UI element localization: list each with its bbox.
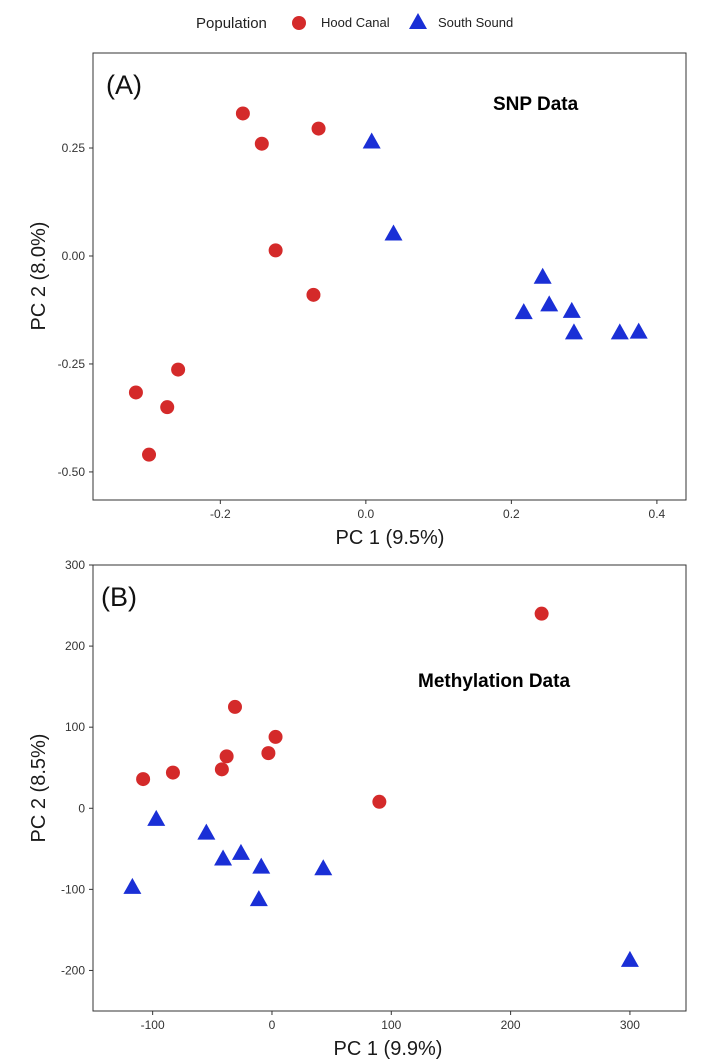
panel-b-point-south-sound [147,809,166,826]
panel-a-point-hood-canal [171,362,186,377]
panel-b-point-hood-canal [268,729,283,744]
panel-b-point-south-sound [314,859,333,876]
panel-b-point-south-sound [197,823,216,840]
panel-b-y-tick-label: -100 [61,882,85,896]
panel-b-methylation: (B) Methylation Data PC 1 (9.9%) PC 2 (8… [28,558,687,1060]
legend-label-hood-canal: Hood Canal [321,15,390,30]
panel-a-tag: (A) [106,70,142,100]
panel-b-y-axis-label: PC 2 (8.5%) [28,734,50,843]
panel-b-x-tick-label: 0 [269,1018,276,1032]
panel-a-annotation: SNP Data [493,94,579,115]
panel-a-point-south-sound [533,267,552,284]
panel-b-x-axis-label: PC 1 (9.9%) [334,1038,443,1060]
panel-b-point-hood-canal [261,746,276,761]
panel-b-point-south-sound [620,950,639,967]
panel-a-point-hood-canal [254,136,269,151]
panel-b-ticks: -100 0 100 200 300 -200 -100 0 100 200 300 [61,558,640,1032]
panel-a-snp: (A) SNP Data PC 1 (9.5%) PC 2 (8.0%) -0.… [28,52,687,549]
panel-b-annotation: Methylation Data [418,671,570,692]
panel-b-y-tick-label: 0 [78,801,85,815]
panel-a-point-hood-canal [142,447,157,462]
panel-a-point-south-sound [629,322,648,339]
panel-b-point-hood-canal [136,772,151,787]
panel-a-ticks: -0.2 0.0 0.2 0.4 -0.50 -0.25 0.00 0.25 [58,141,666,521]
panel-a-point-south-sound [540,295,559,312]
panel-a-y-tick-label: 0.00 [62,249,86,263]
panel-a-x-tick-label: 0.0 [358,507,375,521]
panel-b-point-south-sound [123,877,142,894]
panel-b-point-hood-canal [219,749,234,764]
panel-b-x-tick-label: 200 [501,1018,521,1032]
panel-a-y-tick-label: -0.25 [58,357,86,371]
panel-b-y-tick-label: -200 [61,963,85,977]
panel-b-point-hood-canal [165,765,180,780]
panel-b-x-tick-label: 100 [381,1018,401,1032]
panel-b-point-south-sound [231,843,250,860]
panel-a-x-tick-label: -0.2 [210,507,231,521]
panel-a-x-tick-label: 0.2 [503,507,520,521]
panel-b-points [123,606,639,967]
panel-a-point-south-sound [384,224,403,241]
panel-b-point-south-sound [214,849,233,866]
panel-b-point-hood-canal [227,699,242,714]
panel-b-point-south-sound [252,857,271,874]
legend-marker-south-sound [409,13,427,29]
panel-a-point-hood-canal [235,106,250,121]
panel-a-point-south-sound [514,303,533,320]
panel-b-point-hood-canal [534,606,549,621]
panel-b-x-tick-label: 300 [620,1018,640,1032]
legend-label-south-sound: South Sound [438,15,513,30]
panel-a-frame [92,52,687,501]
panel-a-point-south-sound [610,323,629,340]
legend-marker-hood-canal [292,16,306,30]
panel-a-point-hood-canal [268,243,283,258]
panel-a-y-tick-label: -0.50 [58,465,86,479]
panel-a-point-hood-canal [160,400,175,415]
panel-b-point-hood-canal [214,762,229,777]
panel-b-y-tick-label: 200 [65,639,85,653]
legend-title: Population [196,15,267,32]
panel-a-points [128,106,648,462]
panel-a-point-south-sound [362,132,381,149]
panel-a-point-hood-canal [311,121,326,136]
panel-b-y-tick-label: 300 [65,558,85,572]
panel-b-frame [92,564,687,1012]
panel-a-x-axis-label: PC 1 (9.5%) [336,527,445,549]
panel-a-x-tick-label: 0.4 [649,507,666,521]
panel-a-point-south-sound [564,323,583,340]
panel-a-y-axis-label: PC 2 (8.0%) [28,222,50,331]
panel-a-point-hood-canal [306,287,321,302]
panel-b-tag: (B) [101,582,137,612]
panel-a-point-hood-canal [128,385,143,400]
panel-b-point-hood-canal [372,794,387,809]
panel-a-y-tick-label: 0.25 [62,141,86,155]
panel-b-point-south-sound [249,890,268,907]
panel-b-y-tick-label: 100 [65,720,85,734]
legend: Population Hood Canal South Sound [196,13,513,32]
panel-a-point-south-sound [562,301,581,318]
panel-b-x-tick-label: -100 [141,1018,165,1032]
